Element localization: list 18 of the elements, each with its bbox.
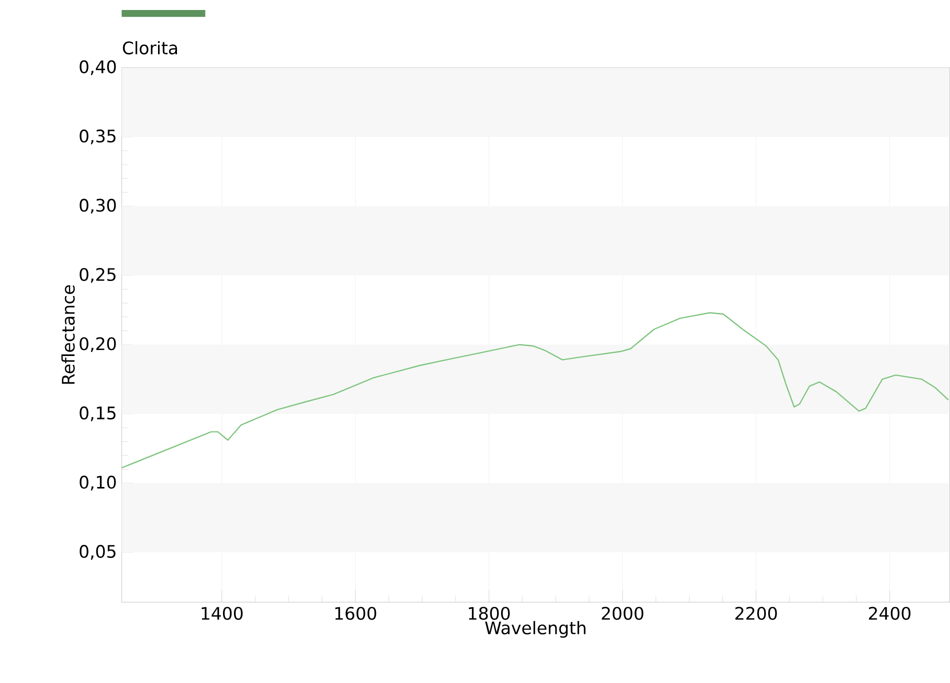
line-series bbox=[122, 312, 950, 469]
text: Clorita bbox=[122, 41, 177, 55]
y-tick-label: 0,35 bbox=[80, 130, 116, 144]
x-tick-label: 2000 bbox=[602, 606, 644, 620]
y-tick-label: 0,30 bbox=[80, 198, 116, 214]
x-tick-label: 1400 bbox=[202, 606, 243, 620]
y-axis-title: Reflectance bbox=[61, 285, 75, 384]
y-tick-label: 0,40 bbox=[80, 60, 116, 76]
y-tick-label: 0,15 bbox=[80, 406, 116, 422]
y-tick-label: 0,25 bbox=[80, 268, 116, 283]
y-tick-label: 0,20 bbox=[80, 337, 116, 352]
x-tick-label: 2200 bbox=[735, 606, 777, 620]
x-axis-title: Wavelength bbox=[485, 621, 586, 638]
y-tick-label: 0,05 bbox=[80, 545, 116, 560]
x-tick-label: 1600 bbox=[335, 606, 376, 620]
x-tick-label: 2400 bbox=[868, 606, 910, 620]
x-tick-label: 1800 bbox=[468, 606, 510, 620]
y-tick-label: 0,10 bbox=[80, 476, 116, 491]
